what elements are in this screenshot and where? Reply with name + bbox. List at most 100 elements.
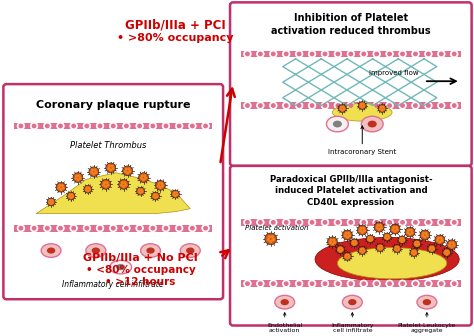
Circle shape	[330, 239, 332, 241]
Ellipse shape	[110, 260, 132, 274]
Circle shape	[297, 52, 301, 56]
Circle shape	[402, 238, 404, 239]
Circle shape	[453, 282, 456, 285]
Text: Improved flow: Improved flow	[369, 70, 419, 76]
Circle shape	[438, 219, 445, 226]
Circle shape	[321, 50, 329, 58]
Circle shape	[156, 194, 157, 195]
Circle shape	[164, 124, 168, 128]
Circle shape	[439, 52, 443, 56]
Circle shape	[399, 102, 406, 109]
Circle shape	[375, 104, 378, 107]
Circle shape	[244, 102, 251, 109]
Circle shape	[297, 104, 301, 107]
Circle shape	[353, 241, 354, 242]
Circle shape	[381, 247, 383, 249]
Circle shape	[91, 169, 93, 171]
Circle shape	[70, 197, 72, 199]
Circle shape	[451, 246, 453, 248]
Circle shape	[388, 104, 392, 107]
Circle shape	[106, 163, 116, 173]
Circle shape	[433, 248, 434, 250]
Circle shape	[149, 122, 156, 130]
Circle shape	[354, 244, 355, 245]
Circle shape	[452, 242, 454, 244]
Circle shape	[411, 252, 413, 254]
Circle shape	[348, 235, 350, 237]
Circle shape	[453, 104, 456, 107]
Circle shape	[385, 235, 387, 236]
Circle shape	[191, 226, 194, 230]
Circle shape	[59, 124, 62, 128]
Circle shape	[111, 226, 115, 230]
Ellipse shape	[361, 116, 383, 132]
Circle shape	[360, 50, 367, 58]
Circle shape	[143, 179, 145, 181]
Circle shape	[323, 282, 327, 285]
Circle shape	[450, 280, 458, 287]
Circle shape	[438, 50, 445, 58]
Circle shape	[348, 232, 349, 234]
Circle shape	[334, 102, 342, 109]
FancyBboxPatch shape	[3, 84, 223, 299]
Circle shape	[381, 246, 382, 247]
Circle shape	[401, 241, 403, 242]
Circle shape	[422, 235, 424, 237]
Circle shape	[70, 224, 77, 232]
Circle shape	[361, 232, 363, 233]
Circle shape	[425, 219, 432, 226]
Circle shape	[84, 185, 92, 193]
Circle shape	[136, 122, 144, 130]
Circle shape	[439, 241, 441, 243]
Circle shape	[438, 102, 445, 109]
Circle shape	[123, 186, 125, 187]
Circle shape	[449, 245, 450, 246]
Circle shape	[401, 52, 404, 56]
Circle shape	[138, 191, 139, 193]
Circle shape	[350, 239, 358, 247]
Circle shape	[272, 104, 275, 107]
Circle shape	[152, 192, 159, 200]
Circle shape	[89, 189, 91, 191]
Circle shape	[401, 221, 404, 224]
Text: Inhibition of Platelet: Inhibition of Platelet	[294, 13, 408, 23]
Circle shape	[85, 124, 89, 128]
Circle shape	[69, 196, 70, 197]
Circle shape	[378, 104, 386, 112]
Circle shape	[283, 102, 290, 109]
Circle shape	[410, 249, 418, 256]
Circle shape	[341, 247, 342, 249]
Ellipse shape	[368, 121, 376, 127]
Circle shape	[295, 102, 303, 109]
Circle shape	[59, 226, 62, 230]
Circle shape	[85, 189, 87, 191]
Ellipse shape	[334, 121, 341, 127]
Circle shape	[346, 236, 348, 238]
Circle shape	[382, 110, 383, 111]
Circle shape	[308, 219, 316, 226]
Circle shape	[414, 282, 417, 285]
Circle shape	[400, 238, 401, 239]
Circle shape	[377, 224, 379, 226]
Circle shape	[109, 224, 117, 232]
Circle shape	[453, 221, 456, 224]
Circle shape	[328, 237, 337, 247]
Circle shape	[418, 244, 419, 245]
Circle shape	[271, 236, 273, 238]
Circle shape	[386, 280, 393, 287]
Ellipse shape	[332, 103, 392, 121]
Circle shape	[386, 50, 393, 58]
Circle shape	[323, 52, 327, 56]
Circle shape	[342, 230, 352, 240]
Circle shape	[386, 102, 393, 109]
Circle shape	[345, 233, 347, 234]
Ellipse shape	[92, 248, 100, 253]
Circle shape	[398, 248, 400, 250]
Circle shape	[376, 244, 384, 252]
Circle shape	[415, 242, 417, 243]
Text: Platelet-Leukocyte
aggregate: Platelet-Leukocyte aggregate	[398, 313, 456, 333]
Circle shape	[67, 192, 75, 200]
Circle shape	[366, 235, 374, 243]
Circle shape	[256, 219, 264, 226]
Circle shape	[374, 222, 384, 232]
